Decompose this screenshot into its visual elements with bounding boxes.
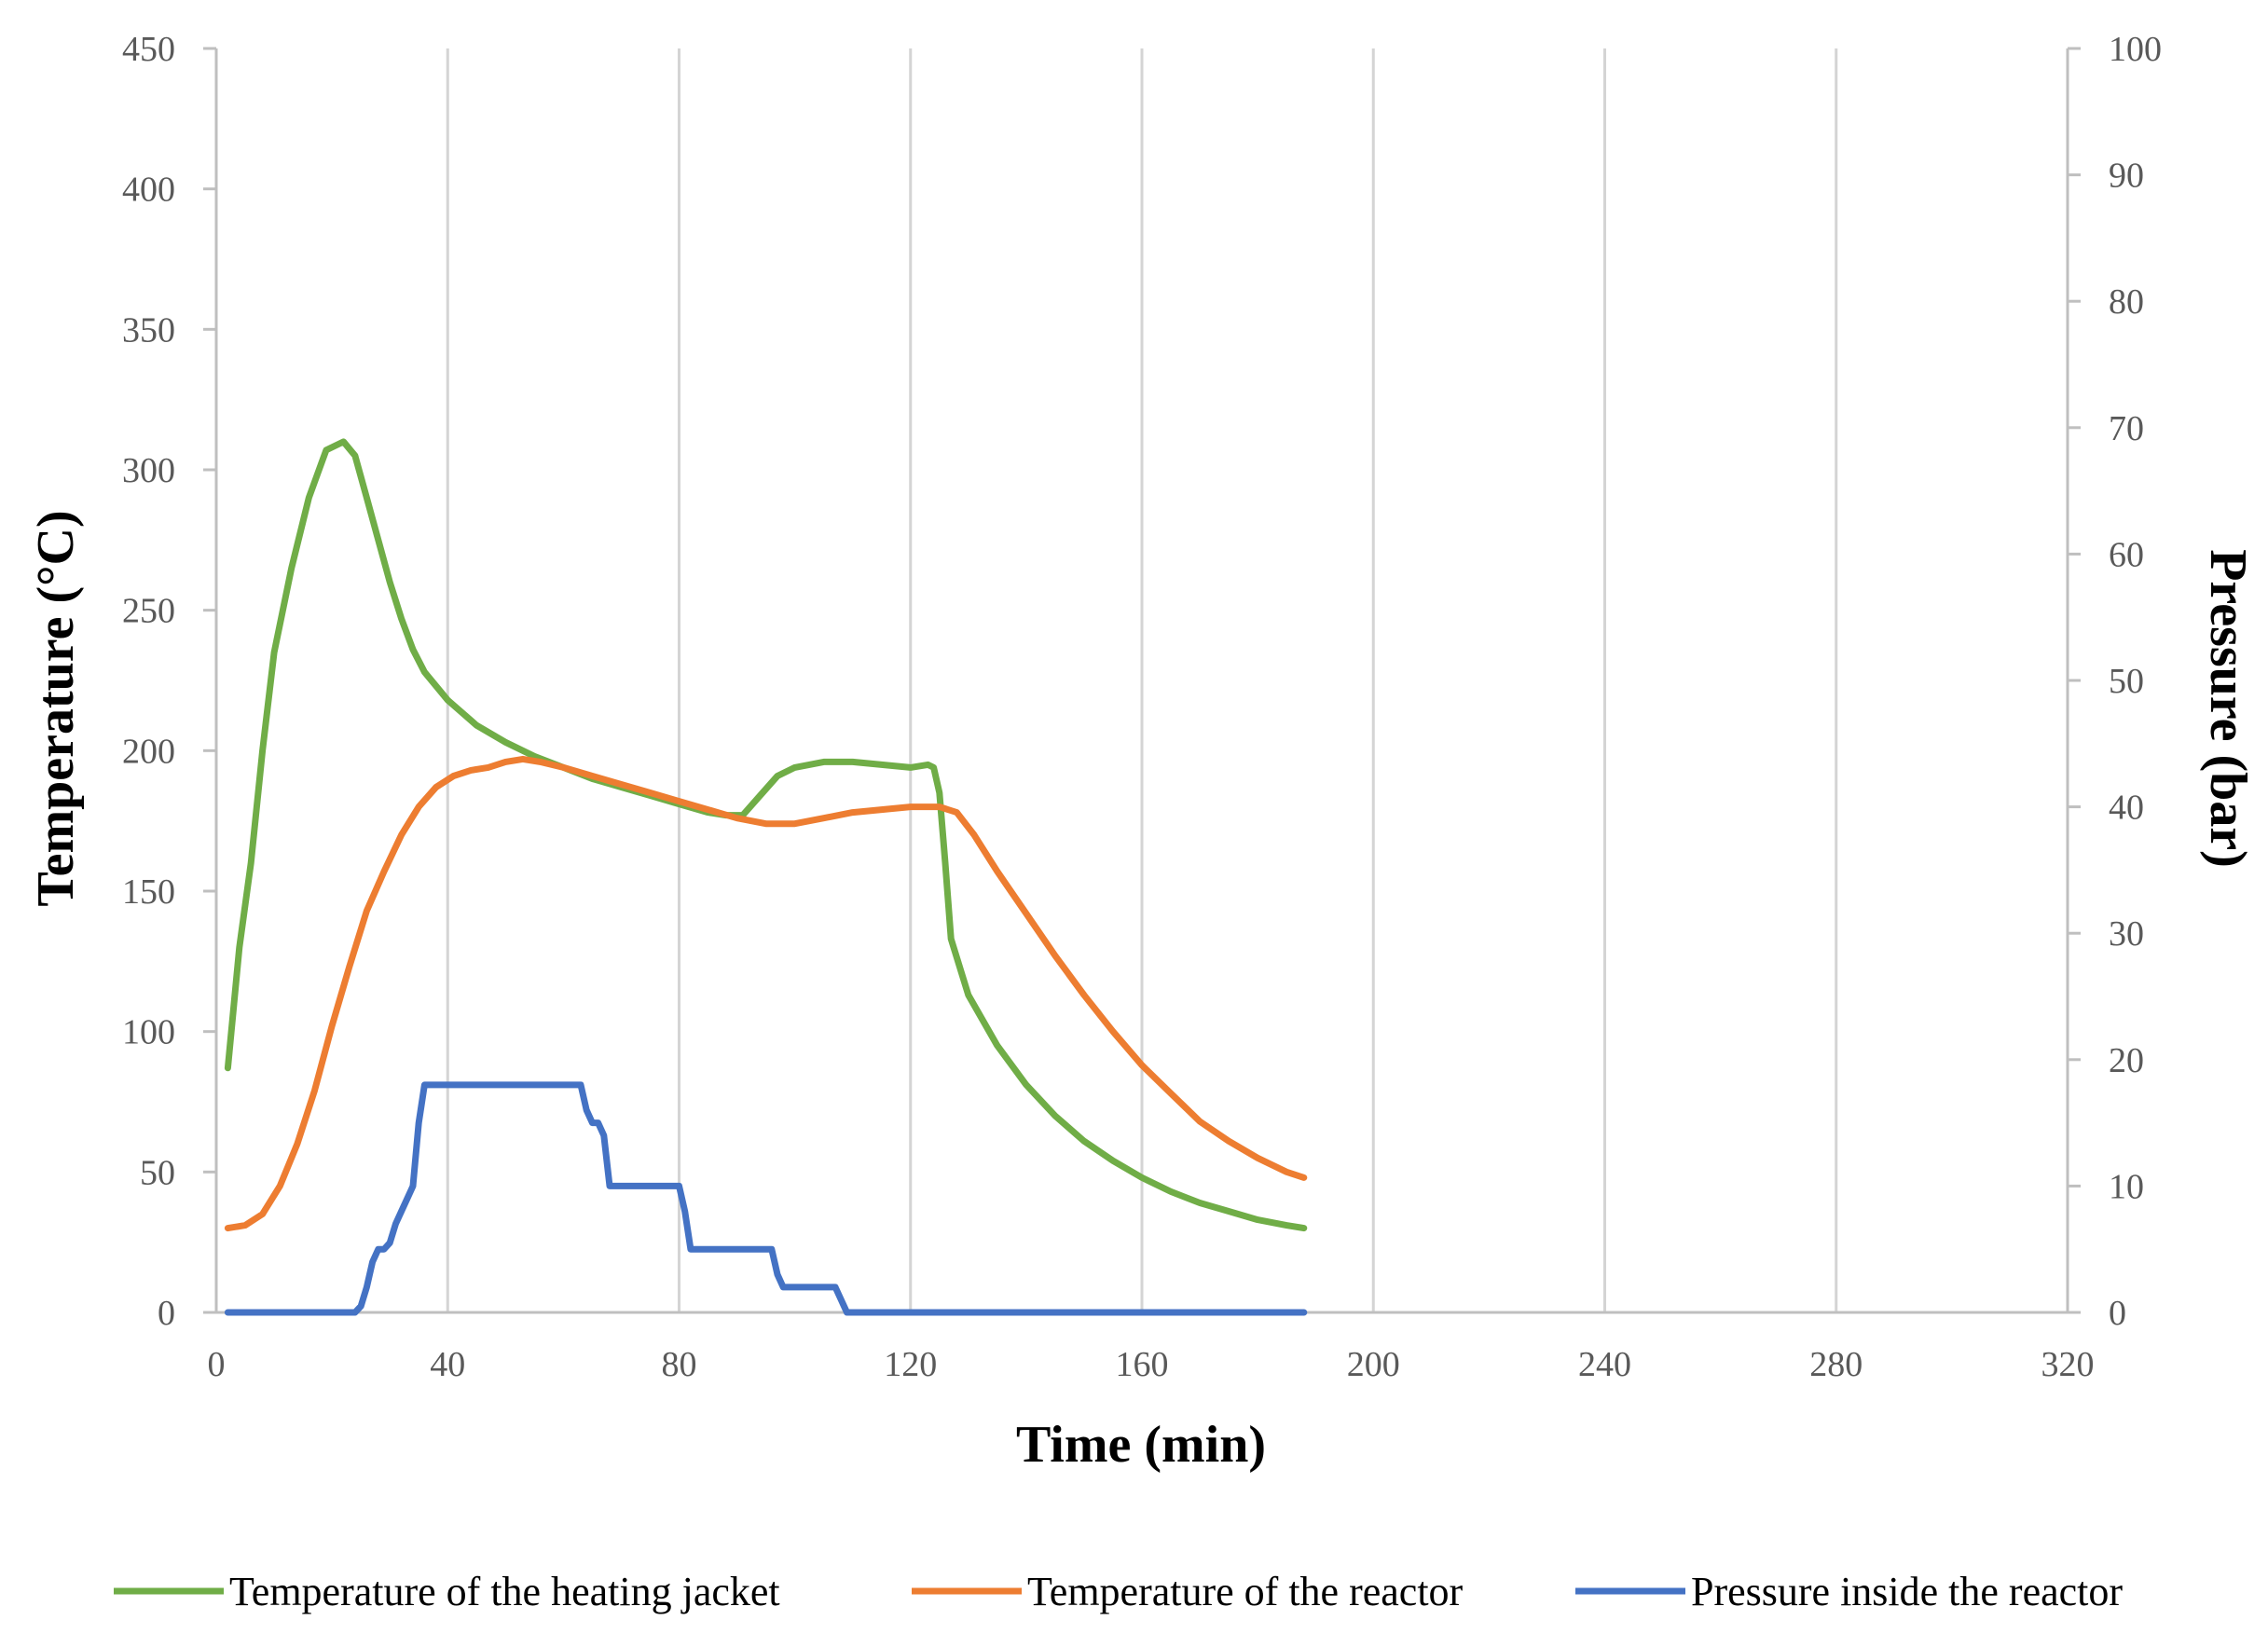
y2-tick-label: 30	[2109, 914, 2144, 954]
x-tick-label: 320	[2041, 1345, 2095, 1384]
x-tick-label: 40	[430, 1345, 465, 1384]
legend-label-2: Temperature of the reactor	[1027, 1569, 1464, 1614]
y2-tick-label: 20	[2109, 1041, 2144, 1080]
y-tick-label: 400	[122, 171, 175, 210]
y2-tick-label: 90	[2109, 157, 2144, 196]
y2-tick-label: 0	[2109, 1294, 2126, 1333]
y-tick-label: 250	[122, 592, 175, 631]
x-tick-label: 200	[1347, 1345, 1400, 1384]
x-tick-label: 120	[884, 1345, 937, 1384]
x-tick-label: 80	[662, 1345, 697, 1384]
legend-label-1: Temperature of the heating jacket	[229, 1569, 780, 1614]
legend: Temperature of the heating jacket Tempera…	[114, 1569, 2123, 1614]
x-tick-label: 240	[1578, 1345, 1631, 1384]
y2-tick-label: 60	[2109, 535, 2144, 574]
y-tick-label: 0	[158, 1294, 175, 1333]
y2-tick-labels: 0 10 20 30 40 50 60 70 80 90 100	[2109, 30, 2162, 1333]
y-tick-label: 100	[122, 1013, 175, 1052]
y-tick-label: 350	[122, 310, 175, 350]
y2-tick-label: 40	[2109, 789, 2144, 828]
y-tick-label: 200	[122, 732, 175, 771]
y-tick-label: 50	[140, 1153, 175, 1192]
y2-tick-label: 50	[2109, 662, 2144, 701]
y2-tick-label: 10	[2109, 1167, 2144, 1206]
gridlines	[446, 48, 1838, 1312]
legend-label-3: Pressure inside the reactor	[1691, 1569, 2123, 1614]
x-tick-label: 280	[1809, 1345, 1863, 1384]
x-tick-labels: 0 40 80 120 160 200 240 280 320	[208, 1345, 2095, 1384]
x-tick-label: 160	[1116, 1345, 1169, 1384]
y2-tick-label: 100	[2109, 30, 2162, 69]
x-tick-label: 0	[208, 1345, 226, 1384]
series-line-2	[224, 755, 1308, 1232]
y2-tick-label: 70	[2109, 409, 2144, 448]
y2-axis-title: Pressure (bar)	[2199, 549, 2257, 868]
y-axis-title: Temperature (°C)	[27, 510, 85, 906]
y2-tick-label: 80	[2109, 282, 2144, 322]
series-lines	[224, 438, 1308, 1316]
y-tick-label: 450	[122, 30, 175, 69]
series-line-3	[224, 1081, 1308, 1316]
y-tick-labels: 0 50 100 150 200 250 300 350 400 450	[122, 30, 175, 1333]
y-tick-label: 150	[122, 872, 175, 912]
x-axis-title: Time (min)	[1016, 1416, 1266, 1474]
y-tick-label: 300	[122, 451, 175, 490]
